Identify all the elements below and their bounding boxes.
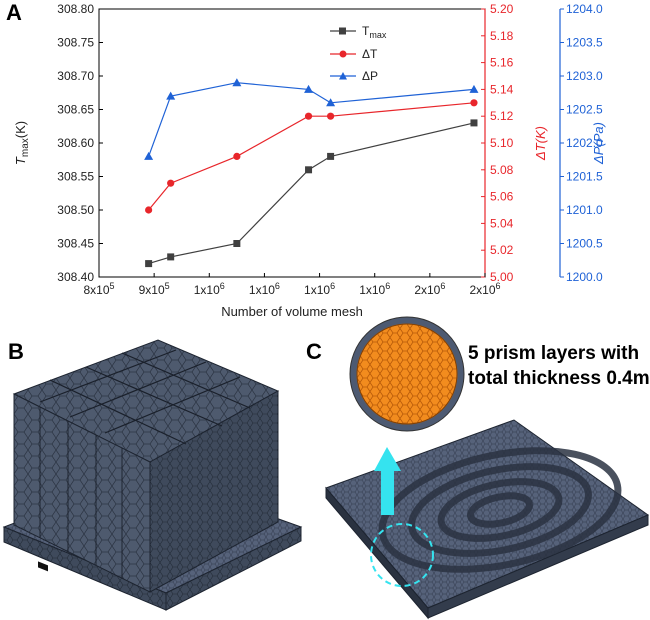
legend-item-delta-p: ΔP [330,69,378,83]
data-point-tmax [305,166,313,174]
left-tick-label: 308.55 [57,170,94,184]
delta-t-tick-label: 5.10 [490,136,514,150]
delta-p-tick-label: 1204.0 [566,2,603,16]
x-tick-label: 9x105 [139,281,170,297]
x-tick-label: 2x106 [469,281,500,297]
mesh-box-model [2,339,303,611]
left-tick-label: 308.45 [57,237,94,251]
series-layer [144,78,479,268]
plot-frame [98,8,486,278]
delta-t-tick-label: 5.04 [490,216,514,230]
delta-t-axis: 5.00 5.02 5.04 5.06 5.08 5.10 5.12 5.14 5.16 5.18… [481,2,514,284]
legend-item-tmax: Tmax [330,24,387,40]
zoom-arrow [374,447,401,515]
series-line-dt [148,102,475,211]
data-point-dt [470,99,478,107]
x-axis: 8x105 9x105 1x106 1x106 1x106 1x106 2x106 2x106 [83,273,501,297]
panel-letter-b: B [8,339,24,364]
delta-t-tick-label: 5.02 [490,243,514,257]
spiral-channel [378,447,622,573]
svg-text:Tmax: Tmax [362,24,387,40]
series-line-tmax [148,122,475,265]
x-tick-label: 2x106 [414,281,445,297]
legend-item-delta-t: ΔT [330,47,378,61]
delta-p-tick-label: 1202.5 [566,103,603,117]
data-point-tmax [145,260,153,268]
data-point-dt [327,112,335,120]
delta-p-axis-title: ΔP(Pa) [591,122,606,165]
svg-text:ΔP: ΔP [362,69,378,83]
delta-t-axis-title: ΔT(K) [533,126,548,161]
left-tick-label: 308.70 [57,69,94,83]
data-point-tmax [167,253,175,261]
data-point-tmax [327,152,335,160]
data-point-dt [145,206,153,214]
data-point-dp [304,84,314,93]
prism-note-line1: 5 prism layers with [468,343,639,364]
x-tick-label: 1x106 [249,281,280,297]
zoom-highlight-circle [370,523,434,587]
delta-p-tick-label: 1203.5 [566,36,603,50]
delta-t-tick-label: 5.00 [490,270,514,284]
data-point-dp [166,91,176,100]
left-tick-label: 308.50 [57,203,94,217]
delta-t-tick-label: 5.12 [490,109,514,123]
prism-layer-inset [349,316,465,432]
panel-letter-a: A [6,0,22,25]
data-point-tmax [470,119,478,127]
chart: 308.40 308.45 308.50 308.55 308.60 308.65 308.… [13,2,606,319]
data-point-dp [469,84,479,93]
delta-p-tick-label: 1201.0 [566,203,603,217]
left-axis-title: Tmax(K) [13,121,31,165]
prism-note-line2: total thickness 0.4mm [468,368,650,389]
panel-letter-c: C [306,339,322,364]
x-tick-label: 1x106 [359,281,390,297]
delta-p-tick-label: 1201.5 [566,170,603,184]
x-tick-label: 1x106 [304,281,335,297]
x-tick-label: 8x105 [83,281,114,297]
delta-p-tick-label: 1200.0 [566,270,603,284]
delta-t-tick-label: 5.16 [490,56,514,70]
data-point-tmax [233,240,241,247]
delta-t-tick-label: 5.18 [490,29,514,43]
delta-t-tick-label: 5.08 [490,163,514,177]
x-axis-title: Number of volume mesh [221,304,363,319]
data-point-dp [326,98,336,107]
data-point-dt [167,179,175,187]
left-y-axis: 308.40 308.45 308.50 308.55 308.60 308.65 308.… [57,2,103,284]
data-point-dt [233,152,241,160]
delta-t-tick-label: 5.14 [490,82,514,96]
delta-t-tick-label: 5.06 [490,190,514,204]
delta-p-axis: 1200.0 1200.5 1201.0 1201.5 1202.0 1202.5 1203… [559,2,603,284]
left-tick-label: 308.40 [57,270,94,284]
left-tick-label: 308.80 [57,2,94,16]
delta-p-tick-label: 1203.0 [566,69,603,83]
delta-t-tick-label: 5.20 [490,2,514,16]
svg-text:ΔT: ΔT [362,47,378,61]
x-tick-label: 1x106 [194,281,225,297]
data-point-dp [144,151,154,160]
mesh-plate-model [325,316,650,620]
series-line-dp [148,82,475,157]
data-point-dt [304,112,313,120]
delta-p-tick-label: 1202.0 [566,136,603,150]
left-tick-label: 308.60 [57,136,94,150]
left-tick-label: 308.75 [57,36,94,50]
left-tick-label: 308.65 [57,103,94,117]
delta-p-tick-label: 1200.5 [566,237,603,251]
data-point-dp [232,78,242,87]
legend: Tmax ΔT ΔP [330,24,387,83]
